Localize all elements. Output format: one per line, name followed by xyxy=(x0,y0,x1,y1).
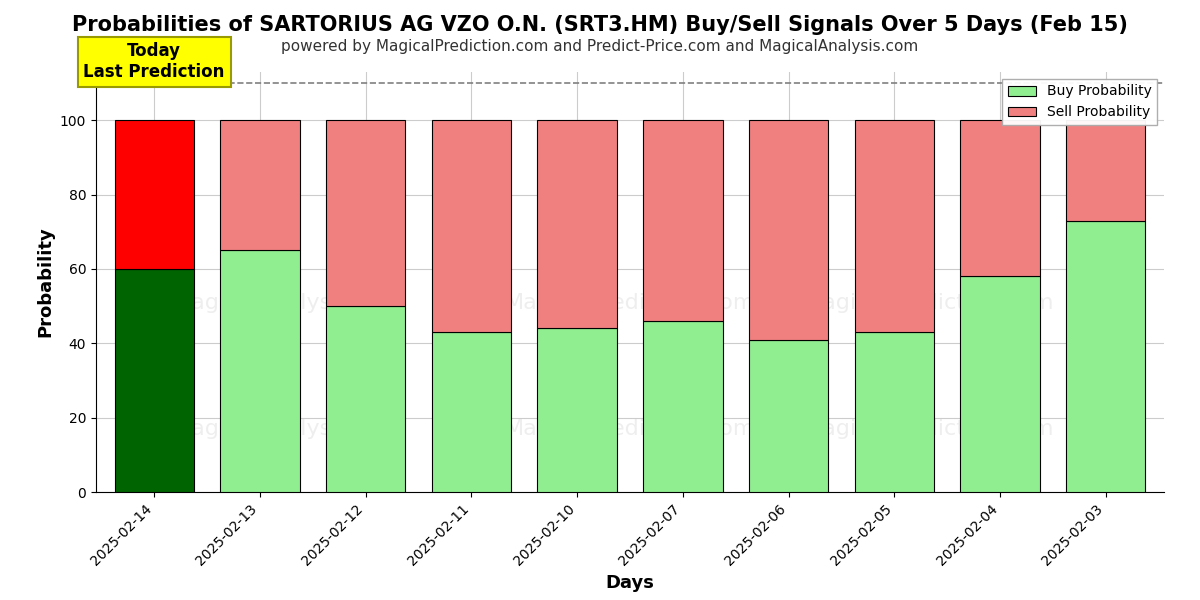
Bar xyxy=(643,321,722,492)
Text: MagicalAnalysis.com: MagicalAnalysis.com xyxy=(173,419,404,439)
X-axis label: Days: Days xyxy=(606,574,654,592)
Bar xyxy=(749,340,828,492)
Text: MagicalPrediction.com: MagicalPrediction.com xyxy=(505,293,755,313)
Bar xyxy=(1066,121,1146,221)
Bar xyxy=(538,328,617,492)
Bar xyxy=(221,121,300,250)
Bar xyxy=(854,332,934,492)
Bar xyxy=(326,306,406,492)
Bar xyxy=(114,269,194,492)
Bar xyxy=(114,121,194,269)
Bar xyxy=(854,121,934,332)
Bar xyxy=(643,121,722,321)
Text: MagicalPrediction.com: MagicalPrediction.com xyxy=(804,293,1055,313)
Bar xyxy=(538,121,617,328)
Y-axis label: Probability: Probability xyxy=(36,227,54,337)
Bar xyxy=(432,332,511,492)
Bar xyxy=(749,121,828,340)
Bar xyxy=(960,121,1039,277)
Text: MagicalAnalysis.com: MagicalAnalysis.com xyxy=(173,293,404,313)
Bar xyxy=(1066,221,1146,492)
Bar xyxy=(221,250,300,492)
Text: powered by MagicalPrediction.com and Predict-Price.com and MagicalAnalysis.com: powered by MagicalPrediction.com and Pre… xyxy=(281,39,919,54)
Text: MagicalPrediction.com: MagicalPrediction.com xyxy=(804,419,1055,439)
Text: Probabilities of SARTORIUS AG VZO O.N. (SRT3.HM) Buy/Sell Signals Over 5 Days (F: Probabilities of SARTORIUS AG VZO O.N. (… xyxy=(72,15,1128,35)
Bar xyxy=(960,277,1039,492)
Text: Today
Last Prediction: Today Last Prediction xyxy=(84,43,224,81)
Legend: Buy Probability, Sell Probability: Buy Probability, Sell Probability xyxy=(1002,79,1157,125)
Text: MagicalPrediction.com: MagicalPrediction.com xyxy=(505,419,755,439)
Bar xyxy=(326,121,406,306)
Bar xyxy=(432,121,511,332)
